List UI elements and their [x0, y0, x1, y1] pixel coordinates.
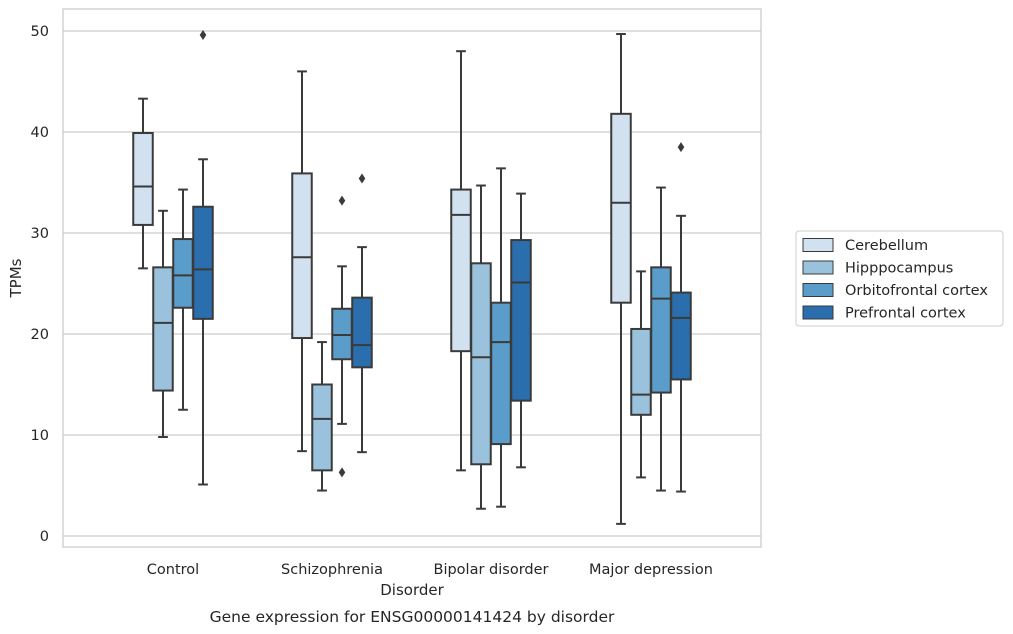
- y-tick-label: 40: [31, 125, 49, 141]
- box-iqr: [630, 327, 652, 416]
- box-orbitofrontal-cortex-2: [490, 167, 512, 508]
- gridlines: [63, 30, 761, 537]
- box-cerebellum-0: [132, 97, 154, 270]
- outlier-marker: [199, 30, 207, 41]
- outlier-marker: [338, 467, 346, 478]
- box-iqr: [650, 266, 672, 394]
- chart-caption: Gene expression for ENSG00000141424 by d…: [210, 608, 615, 626]
- y-tick-label: 30: [31, 226, 49, 242]
- box-iqr: [610, 112, 632, 304]
- box-iqr: [331, 307, 353, 361]
- box-cerebellum-1: [291, 70, 313, 453]
- box-prefrontal-cortex-0: [192, 30, 214, 486]
- legend-swatch: [802, 305, 834, 320]
- legend-frame: [795, 230, 1004, 327]
- y-tick-label: 20: [31, 327, 49, 343]
- legend-label: Orbitofrontal cortex: [845, 283, 988, 299]
- box-cerebellum-2: [450, 50, 472, 472]
- box-iqr: [192, 205, 214, 320]
- y-tick-label: 10: [31, 428, 49, 444]
- box-iqr: [291, 172, 313, 340]
- box-iqr: [311, 383, 333, 472]
- box-iqr: [670, 291, 692, 381]
- x-tick-label: Major depression: [589, 562, 713, 578]
- outlier-marker: [358, 173, 366, 184]
- boxes: [132, 30, 692, 525]
- legend-label: Cerebellum: [845, 238, 928, 254]
- box-iqr: [470, 262, 492, 466]
- x-tick-labels: Control Schizophrenia Bipolar disorder Majo…: [147, 562, 713, 578]
- x-tick-label: Bipolar disorder: [434, 562, 549, 578]
- plot-frame: [62, 8, 762, 548]
- box-hipppocampus-1: [311, 341, 333, 492]
- outlier-marker: [338, 195, 346, 206]
- box-prefrontal-cortex-3: [670, 142, 692, 493]
- y-axis-label: TPMs: [7, 258, 25, 298]
- box-prefrontal-cortex-2: [510, 192, 532, 469]
- x-tick-label: Schizophrenia: [281, 562, 383, 578]
- box-orbitofrontal-cortex-1: [331, 195, 353, 478]
- x-tick-label: Control: [147, 562, 199, 578]
- outlier-marker: [677, 142, 685, 153]
- box-prefrontal-cortex-1: [351, 173, 373, 454]
- legend-swatch: [802, 238, 834, 252]
- legend: Cerebellum Hipppocampus Orbitofrontal cort…: [795, 230, 1004, 327]
- box-iqr: [510, 239, 532, 402]
- legend-swatch: [802, 283, 834, 297]
- box-iqr: [490, 301, 512, 446]
- box-hipppocampus-0: [152, 209, 174, 439]
- y-tick-label: 50: [31, 24, 49, 40]
- box-iqr: [152, 266, 174, 392]
- box-iqr: [172, 238, 194, 309]
- y-tick-labels: 0 10 20 30 40 50: [31, 24, 49, 545]
- box-iqr: [132, 132, 154, 226]
- legend-label: Prefrontal cortex: [845, 306, 966, 322]
- legend-swatch: [802, 260, 834, 275]
- box-iqr: [450, 188, 472, 353]
- legend-label: Hipppocampus: [845, 261, 953, 277]
- box-cerebellum-3: [610, 33, 632, 525]
- box-iqr: [351, 296, 373, 369]
- y-tick-label: 0: [40, 529, 49, 545]
- x-axis-label: Disorder: [380, 581, 444, 599]
